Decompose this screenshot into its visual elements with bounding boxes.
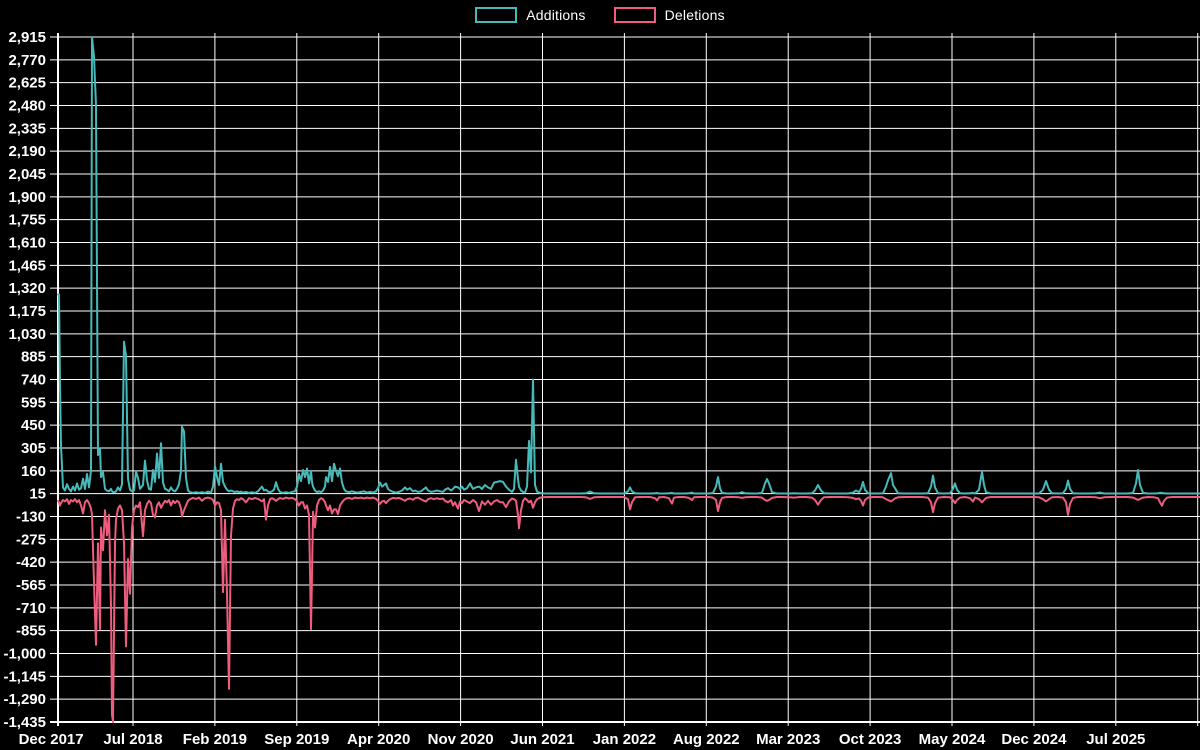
x-axis-tick-label: Mar 2023: [756, 731, 820, 748]
legend-item-additions[interactable]: Additions: [475, 7, 585, 23]
y-axis-tick-label: -1,290: [3, 691, 46, 708]
y-axis-tick-label: 2,770: [8, 52, 46, 69]
x-axis-tick-label: Oct 2023: [839, 731, 902, 748]
y-axis-tick-label: 305: [21, 440, 46, 457]
y-axis-tick-label: 160: [21, 463, 46, 480]
additions-line[interactable]: [57, 36, 1200, 495]
y-axis-tick-label: -565: [16, 577, 46, 594]
y-axis-tick-label: 2,625: [8, 75, 46, 92]
y-axis-tick-label: 1,175: [8, 303, 46, 320]
chart-legend: Additions Deletions: [0, 7, 1200, 23]
y-axis-tick-label: -130: [16, 509, 46, 526]
y-axis-tick-label: -1,000: [3, 646, 46, 663]
legend-item-deletions[interactable]: Deletions: [613, 7, 725, 23]
y-axis-tick-label: 1,900: [8, 189, 46, 206]
y-axis-tick-label: 1,610: [8, 235, 46, 252]
y-axis-tick-label: 1,465: [8, 257, 46, 274]
y-axis-tick-label: -1,145: [3, 668, 46, 685]
y-axis-tick-label: 2,190: [8, 143, 46, 160]
y-axis-tick-label: 2,335: [8, 120, 46, 137]
y-axis-tick-label: 1,755: [8, 212, 46, 229]
additions-legend-label: Additions: [526, 7, 586, 23]
y-axis-tick-label: -275: [16, 531, 46, 548]
y-axis-tick-label: 450: [21, 417, 46, 434]
x-axis-tick-label: Jul 2018: [103, 731, 162, 748]
y-axis-tick-label: -855: [16, 623, 46, 640]
x-axis-tick-label: Feb 2019: [183, 731, 247, 748]
y-axis-tick-label: 740: [21, 372, 46, 389]
y-axis-tick-label: -710: [16, 600, 46, 617]
x-axis-tick-label: Dec 2017: [19, 731, 84, 748]
y-axis-tick-label: 885: [21, 349, 46, 366]
x-axis-tick-label: Jan 2022: [593, 731, 656, 748]
y-axis-tick-label: 595: [21, 394, 46, 411]
y-axis-tick-label: -1,435: [3, 714, 46, 731]
additions-swatch: [475, 7, 518, 23]
x-axis-tick-label: Jul 2025: [1086, 731, 1145, 748]
x-axis-tick-label: Jun 2021: [510, 731, 574, 748]
deletions-swatch: [613, 7, 656, 23]
x-axis-tick-label: May 2024: [919, 731, 986, 748]
y-axis-tick-label: 1,320: [8, 280, 46, 297]
x-axis-tick-label: Nov 2020: [428, 731, 494, 748]
x-axis-tick-label: Apr 2020: [347, 731, 410, 748]
y-axis-tick-label: 2,915: [8, 29, 46, 46]
y-axis-tick-label: -420: [16, 554, 46, 571]
y-axis-tick-label: 2,045: [8, 166, 46, 183]
y-axis-tick-label: 2,480: [8, 98, 46, 115]
deletions-legend-label: Deletions: [664, 7, 725, 23]
x-axis-tick-label: Dec 2024: [1001, 731, 1067, 748]
y-axis-tick-label: 1,030: [8, 326, 46, 343]
x-axis-tick-label: Aug 2022: [673, 731, 740, 748]
deletions-line[interactable]: [57, 496, 1200, 723]
x-axis-tick-label: Sep 2019: [264, 731, 329, 748]
y-axis-tick-label: 15: [29, 486, 46, 503]
